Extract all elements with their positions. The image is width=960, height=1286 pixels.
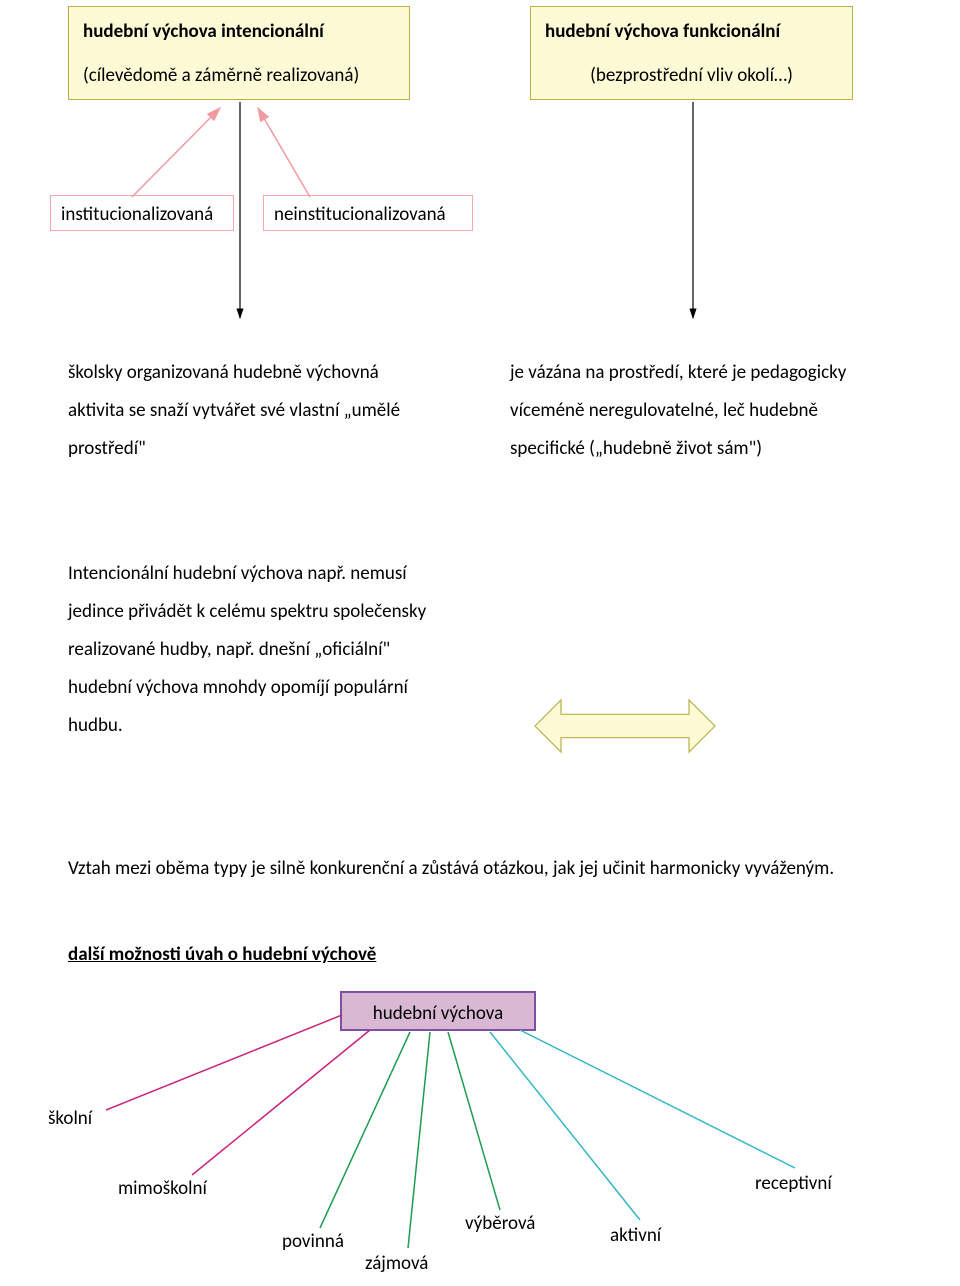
top-left-sub: (cílevědomě a záměrně realizovaná)	[83, 61, 395, 91]
section-heading: další možnosti úvah o hudební výchově	[68, 936, 376, 974]
sub-left-label: institucionalizovaná	[61, 203, 213, 226]
leaf-zajmova: zájmová	[365, 1252, 428, 1275]
top-left-title: hudební výchova intencionální	[83, 17, 395, 47]
sub-right-label: neinstitucionalizovaná	[274, 203, 446, 226]
leaf-vyberova: výběrová	[465, 1212, 535, 1235]
leaf-mimoskolni: mimoškolní	[118, 1177, 207, 1200]
desc-right: je vázána na prostředí, které je pedagog…	[510, 354, 846, 468]
sub-left-box: institucionalizovaná	[50, 195, 234, 231]
leaf-aktivni: aktivní	[610, 1224, 661, 1247]
desc-left: školsky organizovaná hudebně výchovnáakt…	[68, 354, 400, 468]
pink-arrow-left	[132, 108, 220, 197]
double-arrow-icon	[535, 700, 715, 752]
center-box: hudební výchova	[340, 991, 536, 1031]
leaf-povinna: povinná	[282, 1230, 344, 1253]
top-left-box: hudební výchova intencionální (cílevědom…	[68, 6, 410, 100]
sub-right-box: neinstitucionalizovaná	[263, 195, 473, 231]
leaf-lines	[106, 1015, 795, 1248]
relation-text: Vztah mezi oběma typy je silně konkurenč…	[68, 855, 834, 884]
top-right-box: hudební výchova funkcionální (bezprostře…	[530, 6, 853, 100]
top-right-sub: (bezprostřední vliv okolí…)	[545, 61, 838, 91]
top-right-title: hudební výchova funkcionální	[545, 17, 838, 47]
center-box-label: hudební výchova	[373, 1002, 503, 1025]
pink-arrow-right	[258, 108, 310, 197]
para-left: Intencionální hudební výchova např. nemu…	[68, 555, 426, 745]
leaf-skolni: školní	[48, 1107, 92, 1130]
leaf-receptivni: receptivní	[755, 1172, 832, 1195]
